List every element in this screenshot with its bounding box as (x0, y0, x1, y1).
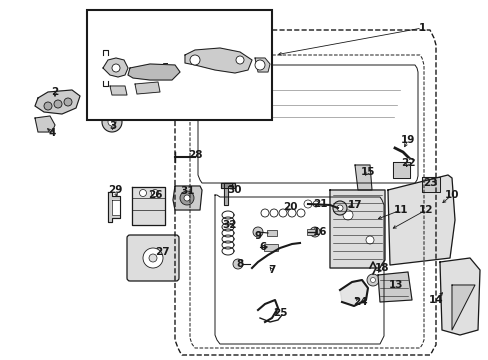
Text: 4: 4 (48, 128, 56, 138)
Text: 17: 17 (347, 200, 362, 210)
Text: 7: 7 (268, 265, 275, 275)
Circle shape (304, 200, 311, 208)
Circle shape (54, 100, 62, 108)
Bar (306, 229, 314, 235)
Circle shape (366, 274, 378, 286)
Polygon shape (439, 258, 479, 335)
Text: 14: 14 (428, 295, 443, 305)
Circle shape (279, 209, 286, 217)
Polygon shape (128, 64, 180, 80)
Circle shape (151, 189, 158, 197)
Polygon shape (392, 162, 409, 178)
Text: 2: 2 (51, 87, 59, 97)
Polygon shape (377, 272, 411, 302)
Circle shape (149, 254, 157, 262)
Polygon shape (184, 48, 251, 73)
Text: 19: 19 (400, 135, 414, 145)
Polygon shape (35, 90, 80, 114)
Text: 29: 29 (107, 185, 122, 195)
Circle shape (102, 112, 122, 132)
Text: 23: 23 (422, 178, 436, 188)
Polygon shape (421, 177, 439, 192)
Text: 9: 9 (254, 231, 261, 241)
Circle shape (269, 209, 278, 217)
Text: 8: 8 (236, 259, 243, 269)
Text: 16: 16 (312, 227, 326, 237)
Polygon shape (451, 285, 474, 330)
Text: 5: 5 (161, 63, 168, 73)
Polygon shape (339, 280, 367, 306)
Polygon shape (354, 165, 371, 190)
Polygon shape (112, 200, 120, 215)
Polygon shape (224, 183, 231, 205)
Circle shape (64, 98, 72, 106)
Polygon shape (221, 183, 235, 188)
Text: 32: 32 (223, 220, 237, 230)
Text: 25: 25 (272, 308, 286, 318)
Text: 3: 3 (109, 121, 116, 131)
Circle shape (142, 248, 163, 268)
Bar (266, 230, 276, 236)
Circle shape (112, 64, 120, 72)
Polygon shape (173, 186, 202, 210)
Circle shape (370, 278, 375, 283)
Polygon shape (254, 58, 269, 72)
Circle shape (180, 191, 194, 205)
Circle shape (261, 209, 268, 217)
Circle shape (252, 227, 263, 237)
Text: 1: 1 (418, 23, 425, 33)
Circle shape (336, 205, 342, 211)
Text: 12: 12 (418, 205, 432, 215)
Text: 21: 21 (312, 199, 326, 209)
Circle shape (108, 118, 116, 126)
Bar (264, 244, 278, 251)
Circle shape (236, 56, 244, 64)
Polygon shape (387, 175, 454, 265)
Polygon shape (35, 116, 55, 132)
Text: 24: 24 (352, 297, 366, 307)
Text: 6: 6 (259, 242, 266, 252)
Text: 10: 10 (444, 190, 458, 200)
Text: 22: 22 (400, 158, 414, 168)
Text: 27: 27 (154, 247, 169, 257)
Bar (87, 10, 271, 120)
Circle shape (183, 195, 190, 201)
Text: 31: 31 (181, 186, 195, 196)
Text: 18: 18 (374, 263, 388, 273)
Polygon shape (110, 86, 127, 95)
Polygon shape (103, 58, 128, 77)
Circle shape (44, 102, 52, 110)
Text: 11: 11 (393, 205, 407, 215)
FancyBboxPatch shape (127, 235, 179, 281)
Circle shape (232, 259, 243, 269)
Polygon shape (108, 192, 120, 222)
Text: 13: 13 (388, 280, 403, 290)
Circle shape (254, 60, 264, 70)
Text: 26: 26 (147, 190, 162, 200)
Circle shape (296, 209, 305, 217)
Polygon shape (135, 82, 160, 94)
Circle shape (342, 210, 352, 220)
Polygon shape (329, 190, 384, 268)
Circle shape (365, 236, 373, 244)
Circle shape (309, 227, 319, 237)
Text: 28: 28 (187, 150, 202, 160)
Text: 15: 15 (360, 167, 374, 177)
Text: 20: 20 (282, 202, 297, 212)
Circle shape (287, 209, 295, 217)
Circle shape (139, 189, 146, 197)
Circle shape (312, 201, 318, 207)
Text: 30: 30 (227, 185, 242, 195)
Circle shape (190, 55, 200, 65)
Circle shape (332, 201, 346, 215)
Polygon shape (132, 187, 164, 225)
